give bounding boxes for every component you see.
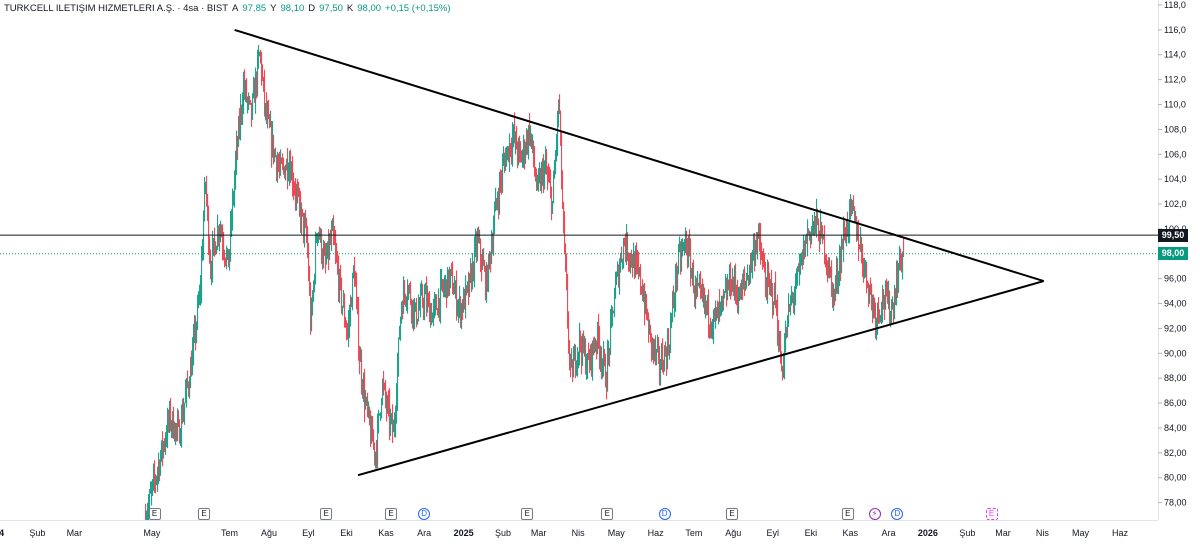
- chart-plot-area[interactable]: TURKCELL ILETIŞIM HIZMETLERI A.Ş. · 4sa …: [0, 0, 1159, 540]
- y-tick-label: 102,0: [1164, 199, 1187, 209]
- y-tick-label: 84,00: [1164, 423, 1187, 433]
- price-axis-svg: 78,00 80,00 82,00 84,00 86,00 88,00 90,00 92,00…: [1158, 0, 1187, 508]
- y-tick-label: 92,00: [1164, 323, 1187, 333]
- split-event-icon[interactable]: ⚡: [868, 508, 881, 520]
- earnings-event-icon[interactable]: E: [521, 508, 534, 520]
- x-tick-label: Ağu: [725, 528, 741, 538]
- x-tick-label: 2025: [454, 528, 474, 538]
- dividend-event-icon[interactable]: D: [418, 508, 431, 520]
- y-tick-label: 78,00: [1164, 498, 1187, 508]
- open-label: A: [232, 3, 239, 14]
- change-value: +0,15 (+0,15%): [385, 3, 451, 14]
- low-value: 97,50: [319, 3, 343, 14]
- x-tick-label: Nis: [1036, 528, 1049, 538]
- low-label: D: [308, 3, 316, 14]
- earnings-event-icon[interactable]: E: [320, 508, 333, 520]
- y-tick-label: 94,00: [1164, 299, 1187, 309]
- x-tick-label: Ara: [881, 528, 895, 538]
- y-tick-label: 114,0: [1164, 50, 1186, 60]
- x-tick-label: Mar: [995, 528, 1011, 538]
- earnings-future-event-icon[interactable]: E: [985, 508, 998, 520]
- symbol-legend: TURKCELL ILETIŞIM HIZMETLERI A.Ş. · 4sa …: [4, 3, 451, 14]
- y-tick-label: 106,0: [1164, 149, 1187, 159]
- dividend-event-icon[interactable]: D: [891, 508, 904, 520]
- high-value: 98,10: [280, 3, 305, 14]
- x-tick-label: May: [1072, 528, 1090, 538]
- y-tick-label: 110,0: [1164, 99, 1186, 109]
- x-tick-label: Kas: [843, 528, 859, 538]
- earnings-event-icon[interactable]: E: [198, 508, 211, 520]
- x-tick-label: Kas: [378, 528, 394, 538]
- earnings-event-icon[interactable]: E: [726, 508, 738, 520]
- x-tick-label: '24: [0, 528, 4, 538]
- x-tick-label: Mar: [67, 528, 83, 538]
- candles-layer: [145, 45, 905, 540]
- y-tick-label: 108,0: [1164, 124, 1187, 134]
- x-tick-label: Haz: [1112, 528, 1129, 538]
- x-tick-label: May: [143, 528, 161, 538]
- y-tick-label: 118,0: [1164, 0, 1186, 10]
- x-tick-label: 2026: [918, 528, 938, 538]
- x-tick-label: Şub: [495, 528, 511, 538]
- y-tick-label: 90,00: [1164, 348, 1187, 358]
- time-axis-svg: '24 Şub Mar May Tem Ağu Eyl Eki Kas Ara 2025 Şub Mar…: [0, 528, 1129, 538]
- x-tick-label: Eyl: [766, 528, 779, 538]
- close-value: 98,00: [357, 3, 382, 14]
- x-tick-label: Ara: [417, 528, 431, 538]
- y-tick-label: 80,00: [1164, 473, 1187, 483]
- open-value: 97,85: [242, 3, 267, 14]
- last-price-tag: 98,00: [1158, 247, 1188, 261]
- y-tick-label: 112,0: [1164, 75, 1186, 85]
- x-tick-label: Tem: [685, 528, 702, 538]
- x-tick-label: Tem: [221, 528, 238, 538]
- y-tick-label: 86,00: [1164, 398, 1187, 408]
- y-tick-label: 116,0: [1164, 25, 1186, 35]
- x-tick-label: Ağu: [261, 528, 277, 538]
- price-chart-svg[interactable]: [0, 0, 1158, 540]
- close-label: K: [346, 3, 354, 14]
- high-label: Y: [270, 3, 277, 14]
- y-tick-label: 96,00: [1164, 274, 1187, 284]
- symbol-title: TURKCELL ILETIŞIM HIZMETLERI A.Ş. · 4sa …: [4, 3, 229, 14]
- earnings-event-icon[interactable]: E: [841, 508, 854, 520]
- x-tick-label: Eyl: [302, 528, 315, 538]
- y-tick-label: 88,00: [1164, 373, 1187, 383]
- dividend-event-icon[interactable]: D: [658, 508, 671, 520]
- x-tick-label: Nis: [572, 528, 585, 538]
- price-axis[interactable]: 78,00 80,00 82,00 84,00 86,00 88,00 90,00 92,00…: [1158, 0, 1200, 520]
- earnings-event-icon[interactable]: E: [601, 508, 614, 520]
- y-tick-label: 104,0: [1164, 174, 1187, 184]
- earnings-event-icon[interactable]: E: [385, 508, 398, 520]
- x-tick-label: Eki: [340, 528, 353, 538]
- x-tick-label: May: [608, 528, 626, 538]
- x-tick-label: Eki: [805, 528, 818, 538]
- trendline-upper: [234, 28, 1044, 283]
- earnings-event-icon[interactable]: E: [148, 508, 161, 520]
- trendline-lower: [357, 280, 1044, 477]
- x-tick-label: Mar: [531, 528, 547, 538]
- y-tick-label: 82,00: [1164, 448, 1187, 458]
- x-tick-label: Şub: [959, 528, 975, 538]
- horizontal-line-price-tag: 99,50: [1158, 228, 1188, 242]
- x-tick-label: Haz: [648, 528, 665, 538]
- time-axis[interactable]: '24 Şub Mar May Tem Ağu Eyl Eki Kas Ara 2025 Şub Mar…: [0, 520, 1158, 555]
- x-tick-label: Şub: [29, 528, 45, 538]
